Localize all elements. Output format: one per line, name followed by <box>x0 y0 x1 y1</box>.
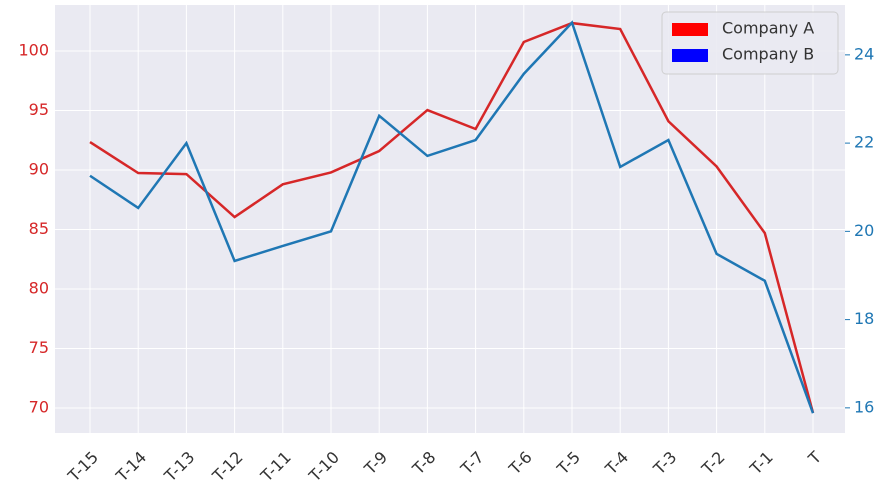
x-tick-label: T-14 <box>112 448 150 483</box>
y-tick-label: 100 <box>18 41 49 60</box>
y2-tick-label: 20 <box>854 221 874 240</box>
y2-tick-label: 16 <box>854 397 874 416</box>
line-series <box>89 21 815 414</box>
x-tick-label: T-9 <box>360 448 391 479</box>
y-tick-label: 85 <box>29 219 49 238</box>
x-tick-label: T-7 <box>456 448 487 479</box>
x-tick-label: T-12 <box>208 448 246 483</box>
legend-swatch <box>672 49 708 62</box>
legend-swatch <box>672 23 708 36</box>
legend-label: Company B <box>722 45 814 64</box>
x-tick-label: T-2 <box>697 448 728 479</box>
x-tick-label: T-4 <box>601 448 632 479</box>
x-tick-label: T-5 <box>553 448 584 479</box>
line-series <box>89 20 815 414</box>
x-tick-label: T-13 <box>160 448 198 483</box>
legend-label: Company A <box>722 19 814 38</box>
y2-tick-label: 18 <box>854 309 874 328</box>
x-tick-label: T-10 <box>305 448 343 483</box>
x-tick-label: T-3 <box>649 448 680 479</box>
y-tick-label: 80 <box>29 279 49 298</box>
y-tick-label: 90 <box>29 160 49 179</box>
y-tick-label: 70 <box>29 398 49 417</box>
x-tick-label: T <box>804 447 825 468</box>
x-tick-label: T-11 <box>256 448 294 483</box>
x-tick-label: T-8 <box>408 448 439 479</box>
y2-tick-label: 22 <box>854 133 874 152</box>
y2-tick-label: 24 <box>854 44 874 63</box>
x-tick-label: T-6 <box>505 448 536 479</box>
x-tick-label: T-15 <box>64 448 102 483</box>
y-tick-label: 75 <box>29 338 49 357</box>
x-tick-label: T-1 <box>746 448 777 479</box>
y-tick-label: 95 <box>29 100 49 119</box>
